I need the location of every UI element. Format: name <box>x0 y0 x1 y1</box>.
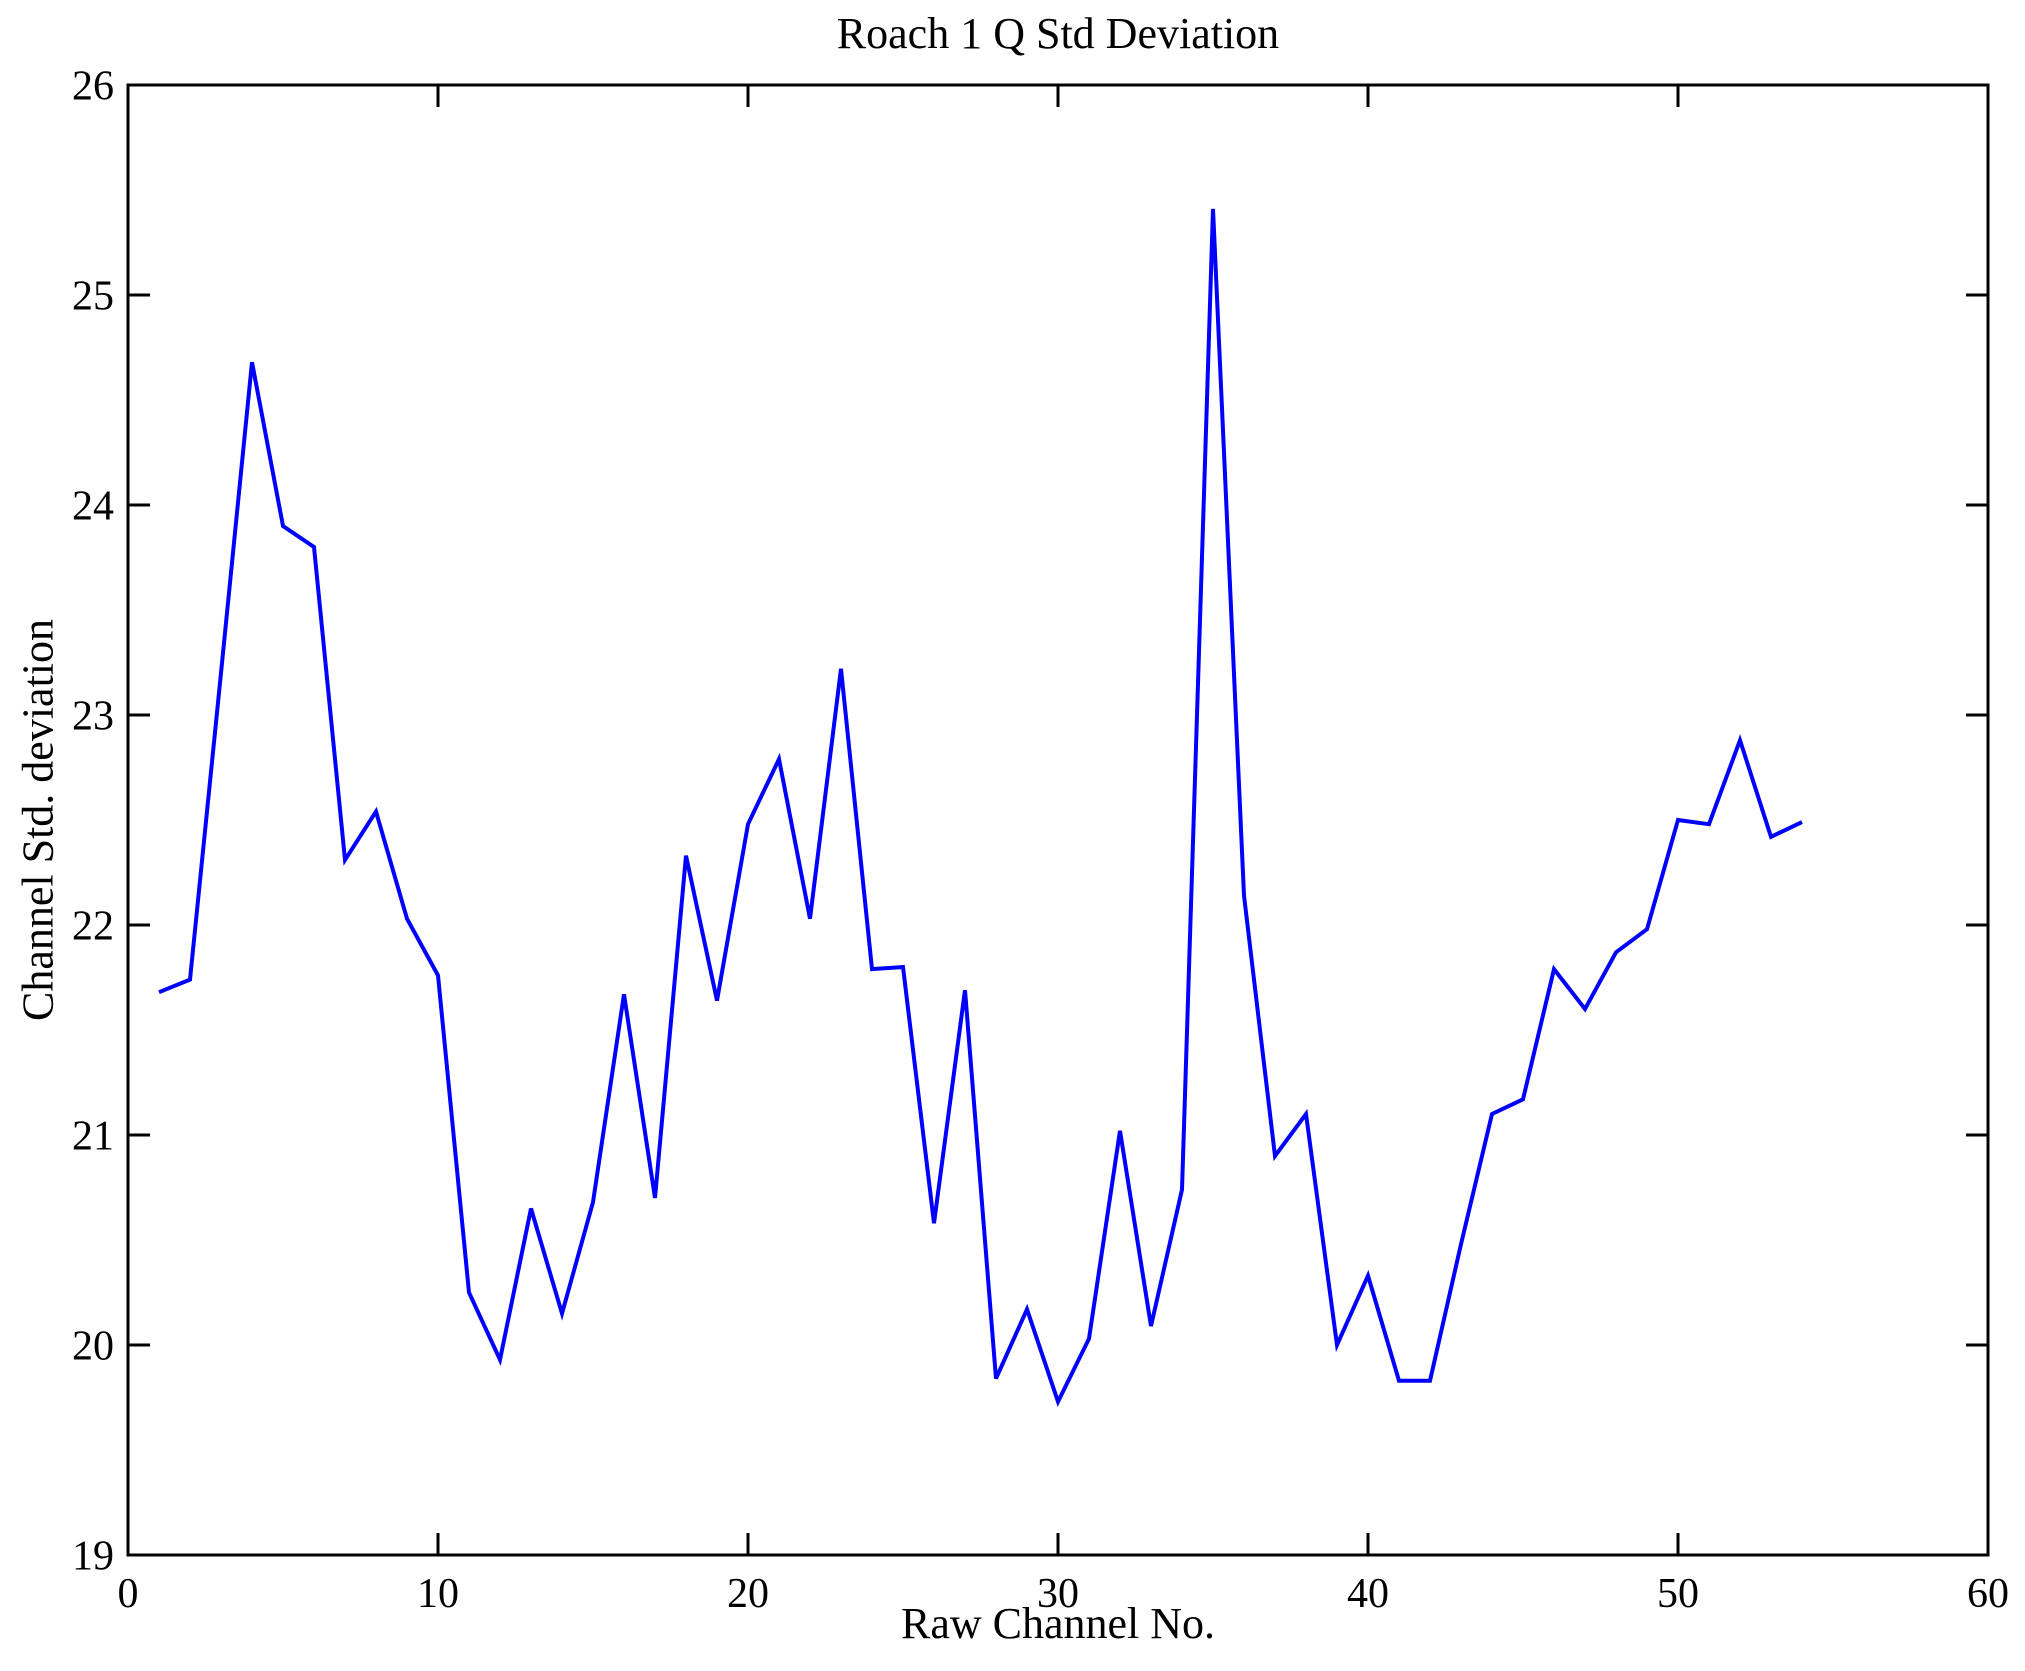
y-tick-label: 20 <box>72 1324 114 1370</box>
x-tick-label: 50 <box>1657 1571 1699 1617</box>
y-tick-label: 23 <box>72 694 114 740</box>
y-tick-label: 24 <box>72 484 114 530</box>
y-tick-label: 26 <box>72 64 114 110</box>
x-axis-label: Raw Channel No. <box>900 1599 1216 1648</box>
chart-title: Roach 1 Q Std Deviation <box>836 9 1280 58</box>
y-tick-label: 19 <box>72 1534 114 1580</box>
y-axis-label: Channel Std. deviation <box>13 618 63 1022</box>
x-tick-label: 60 <box>1967 1571 2009 1617</box>
y-tick-label: 22 <box>72 904 114 950</box>
y-tick-label: 21 <box>72 1114 114 1160</box>
data-line <box>158 208 1803 1407</box>
x-tick-label: 30 <box>1037 1571 1079 1617</box>
x-tick-label: 40 <box>1347 1571 1389 1617</box>
x-tick-label: 20 <box>727 1571 769 1617</box>
y-tick-label: 25 <box>72 274 114 320</box>
x-tick-label: 0 <box>118 1571 139 1617</box>
x-tick-label: 10 <box>417 1571 459 1617</box>
